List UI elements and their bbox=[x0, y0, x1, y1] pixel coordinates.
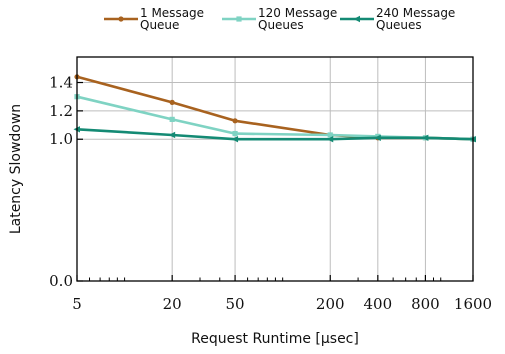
x-tick-label: 400 bbox=[364, 295, 393, 313]
data-point bbox=[421, 134, 429, 142]
y-axis-label: Latency Slowdown bbox=[8, 104, 24, 234]
legend-label: Queues bbox=[376, 18, 422, 32]
legend-label: 1 Message bbox=[140, 6, 204, 20]
data-point bbox=[232, 130, 238, 137]
data-point bbox=[169, 99, 175, 105]
data-point bbox=[374, 134, 381, 142]
x-tick-label: 5 bbox=[72, 295, 82, 313]
y-tick-label: 1.4 bbox=[49, 74, 73, 92]
series-line bbox=[76, 75, 474, 141]
data-point bbox=[169, 116, 175, 122]
data-point bbox=[231, 136, 239, 143]
x-tick-label: 200 bbox=[316, 295, 345, 313]
grid bbox=[77, 57, 473, 281]
x-tick-label: 800 bbox=[411, 295, 440, 313]
axes: 0.0 1.0 1.2 1.4 5 20 50 200 400 800 1600 bbox=[49, 74, 492, 313]
x-tick-label: 50 bbox=[226, 295, 245, 313]
legend-label: 120 Message bbox=[258, 6, 337, 20]
legend-label: Queues bbox=[258, 18, 304, 32]
legend-swatch-marker bbox=[236, 16, 242, 22]
data-point bbox=[327, 132, 333, 138]
series-2 bbox=[74, 94, 476, 142]
y-tick-label: 1.0 bbox=[49, 130, 73, 148]
x-tick-label: 20 bbox=[163, 295, 182, 313]
series-layer bbox=[73, 74, 476, 143]
legend-swatch-marker bbox=[353, 15, 360, 23]
data-point bbox=[232, 118, 238, 124]
x-axis-label: Request Runtime [μsec] bbox=[191, 331, 359, 347]
data-point bbox=[168, 131, 176, 139]
legend-label: 240 Message bbox=[376, 6, 455, 20]
legend-label: Queue bbox=[140, 18, 179, 32]
data-point bbox=[326, 136, 334, 143]
y-tick-label: 1.2 bbox=[49, 102, 73, 120]
legend-swatch-marker bbox=[118, 16, 124, 22]
plot-frame bbox=[76, 56, 474, 282]
x-tick-label: 1600 bbox=[454, 295, 492, 313]
y-tick-label: 0.0 bbox=[49, 272, 73, 290]
